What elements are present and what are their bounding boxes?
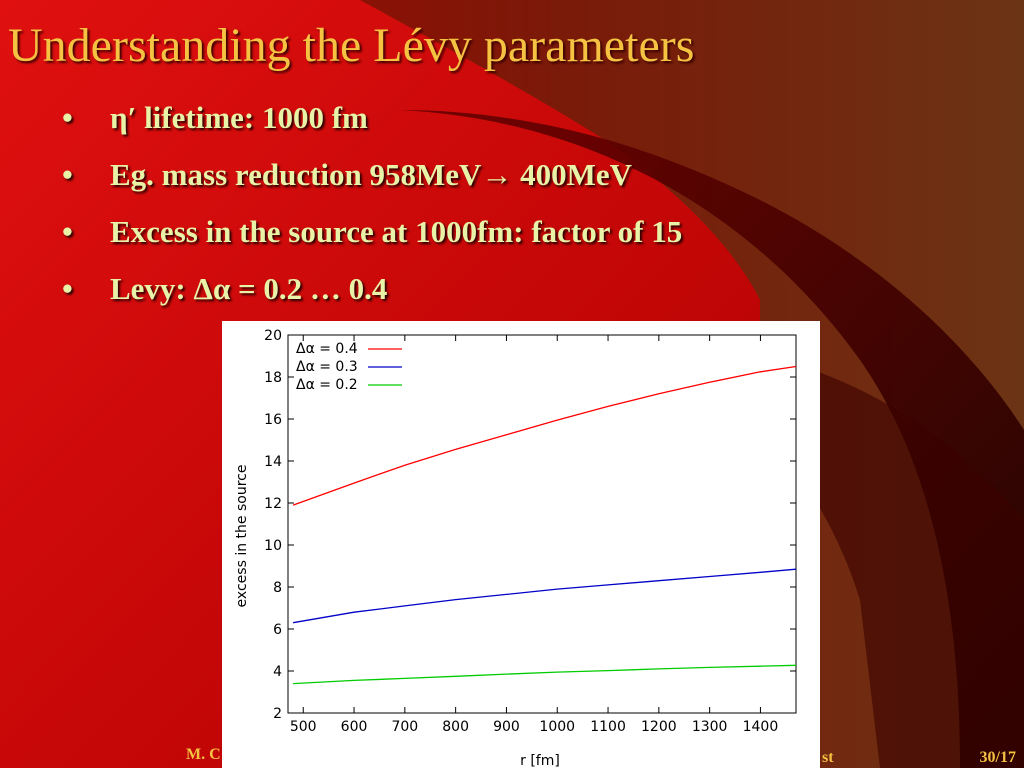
x-tick-label: 900	[493, 719, 520, 735]
bullet-item: • Levy: Δα = 0.2 … 0.4	[62, 271, 682, 328]
bullet-dot: •	[62, 100, 73, 135]
page-number: 30/17	[979, 749, 1016, 766]
bullet-dot: •	[62, 271, 73, 306]
x-tick-label: 1200	[641, 719, 677, 735]
y-tick-label: 14	[264, 454, 282, 470]
bullet-list: • η′ lifetime: 1000 fm • Eg. mass reductio…	[62, 100, 682, 328]
slide-title: Understanding the Lévy parameters	[8, 19, 695, 72]
bullet-item: • η′ lifetime: 1000 fm	[62, 100, 682, 157]
series-line	[292, 568, 797, 624]
chart-legend: Δα = 0.4 Δα = 0.3 Δα = 0.2	[296, 341, 402, 393]
footer-venue: st	[822, 749, 834, 766]
x-tick-label: 800	[442, 719, 469, 735]
chart-axes: 500 600 700 800 900 1000 1100 1200 1300 1400 2 4 6 8 1…	[264, 328, 797, 735]
series-line	[292, 365, 797, 506]
chart-series	[292, 365, 797, 685]
y-tick-label: 8	[273, 580, 282, 596]
x-tick-label: 1300	[692, 719, 728, 735]
bullet-dot: •	[62, 157, 73, 192]
y-tick-label: 18	[264, 370, 282, 386]
x-axis-label: r [fm]	[520, 753, 560, 768]
bullet-text: η′ lifetime: 1000 fm	[110, 100, 368, 135]
bullet-text: Eg. mass reduction 958MeV→ 400MeV	[110, 157, 633, 192]
bullet-item: • Excess in the source at 1000fm: factor …	[62, 214, 682, 271]
footer-author: M. C	[186, 746, 221, 763]
y-axis-label: excess in the source	[234, 465, 250, 608]
x-tick-label: 700	[391, 719, 418, 735]
legend-label: Δα = 0.4	[296, 341, 358, 357]
x-tick-label: 500	[290, 719, 317, 735]
y-tick-label: 20	[264, 328, 282, 344]
y-tick-label: 6	[273, 622, 282, 638]
x-tick-label: 1400	[743, 719, 779, 735]
legend-label: Δα = 0.2	[296, 377, 358, 393]
bullet-item: • Eg. mass reduction 958MeV→ 400MeV	[62, 157, 682, 214]
bullet-dot: •	[62, 214, 73, 249]
y-tick-label: 16	[264, 412, 282, 428]
series-line	[293, 664, 797, 685]
x-tick-label: 1000	[539, 719, 575, 735]
legend-label: Δα = 0.3	[296, 359, 358, 375]
y-tick-label: 12	[264, 496, 282, 512]
x-tick-label: 600	[341, 719, 368, 735]
y-tick-label: 4	[273, 664, 282, 680]
x-tick-label: 1100	[590, 719, 626, 735]
bullet-text: Levy: Δα = 0.2 … 0.4	[110, 271, 388, 306]
bullet-text: Excess in the source at 1000fm: factor o…	[110, 214, 683, 249]
plot-frame	[287, 334, 797, 714]
y-tick-label: 10	[264, 538, 282, 554]
y-tick-label: 2	[273, 706, 282, 722]
excess-chart: 500 600 700 800 900 1000 1100 1200 1300 1400 2 4 6 8 1…	[222, 321, 820, 768]
chart-background	[222, 321, 820, 768]
